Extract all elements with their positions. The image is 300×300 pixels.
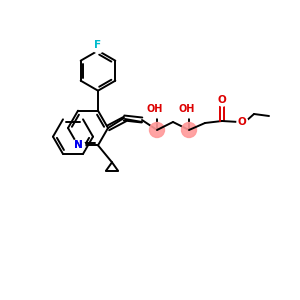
Text: N: N xyxy=(74,140,82,150)
Text: OH: OH xyxy=(179,104,195,114)
Text: OH: OH xyxy=(147,104,163,114)
Circle shape xyxy=(149,122,164,137)
Text: O: O xyxy=(218,95,226,105)
Circle shape xyxy=(182,122,196,137)
Text: F: F xyxy=(94,40,102,50)
Text: N: N xyxy=(74,140,82,150)
Text: O: O xyxy=(238,117,246,127)
